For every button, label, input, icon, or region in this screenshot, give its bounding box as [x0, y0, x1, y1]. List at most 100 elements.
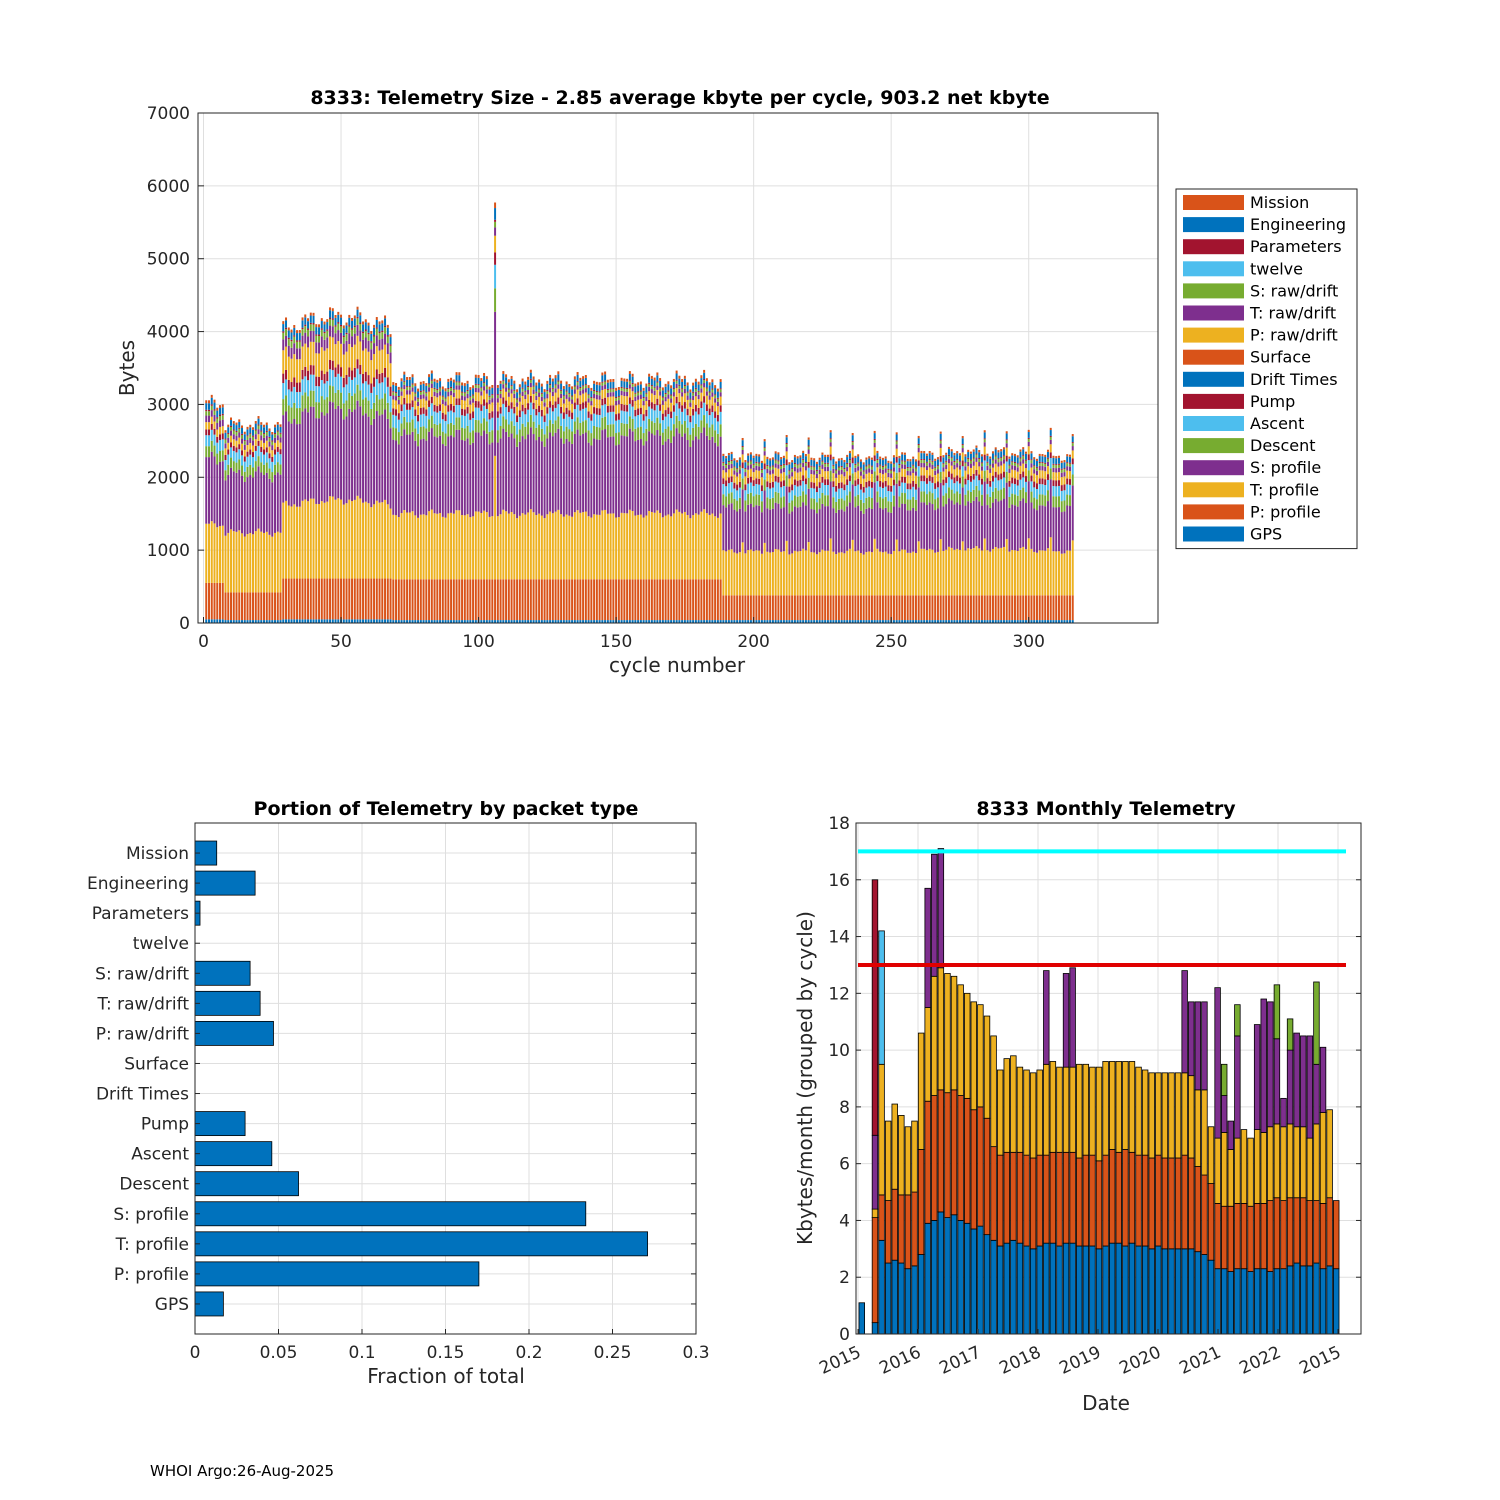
cycle-bar-segment: [738, 595, 741, 621]
cycle-bar-segment: [403, 579, 406, 621]
cycle-bar-segment: [370, 341, 373, 343]
cycle-bar-segment: [1030, 463, 1033, 468]
cycle-bar: [683, 375, 686, 623]
cycle-bar-segment: [414, 383, 417, 387]
cycle-bar-segment: [436, 382, 439, 389]
cycle-bar-segment: [686, 385, 689, 392]
cycle-bar-segment: [956, 451, 959, 454]
cycle-bar-segment: [576, 381, 579, 383]
cycle-bar-segment: [771, 552, 774, 596]
cycle-bar-segment: [857, 463, 860, 467]
cycle-bar-segment: [975, 485, 978, 497]
cycle-bar-segment: [524, 514, 527, 580]
cycle-bar-segment: [934, 483, 937, 489]
cycle-bar-segment: [802, 620, 805, 623]
cycle-bar-segment: [455, 375, 458, 382]
cycle-bar-segment: [604, 371, 607, 375]
cycle-bar-segment: [370, 360, 373, 384]
cycle-bar-segment: [747, 483, 750, 494]
cycle-bar-segment: [846, 479, 849, 486]
cycle-bar-segment: [502, 428, 505, 510]
cycle-bar-segment: [760, 460, 763, 464]
cycle-bar-segment: [631, 406, 634, 419]
cycle-bar-segment: [469, 517, 472, 580]
cycle-bar-segment: [348, 499, 351, 579]
cycle-bar-segment: [1016, 506, 1019, 551]
cycle-bar-segment: [491, 394, 494, 396]
cycle-bar-segment: [1022, 471, 1025, 478]
cycle-bar-segment: [890, 477, 893, 486]
cycle-bar-segment: [433, 423, 436, 437]
cycle-bar-segment: [560, 620, 563, 623]
cycle-bar-segment: [1049, 620, 1052, 623]
cycle-bar: [356, 306, 359, 623]
cycle-bar-segment: [304, 332, 307, 344]
month-bar: [1207, 1126, 1215, 1335]
cycle-bar-segment: [590, 405, 593, 415]
cycle-bar-segment: [747, 453, 750, 456]
cycle-bar-segment: [892, 464, 895, 468]
cycle-bar-segment: [738, 552, 741, 596]
cycle-bar-segment: [727, 477, 730, 484]
cycle-bar-segment: [782, 620, 785, 623]
cycle-bar-segment: [345, 325, 348, 333]
cycle-bar-segment: [716, 446, 719, 518]
cycle-bar-segment: [593, 514, 596, 580]
cycle-bar-segment: [378, 324, 381, 332]
packet-bar: [194, 960, 251, 986]
cycle-bar-segment: [243, 440, 246, 442]
cycle-bar-segment: [419, 439, 422, 515]
cycle-bar-segment: [653, 422, 656, 436]
cycle-bar-segment: [1066, 470, 1069, 479]
cycle-bar-segment: [854, 620, 857, 623]
cycle-bar-segment: [681, 389, 684, 393]
cycle-bar-segment: [835, 620, 838, 623]
cycle-bar-segment: [441, 516, 444, 580]
cycle-bar-segment: [901, 461, 904, 465]
cycle-bar-segment: [274, 433, 277, 435]
cycle-bar-segment: [364, 348, 367, 372]
cycle-bar-segment: [452, 389, 455, 393]
cycle-bar-segment: [422, 407, 425, 414]
cycle-bar-segment: [697, 381, 700, 385]
cycle-bar-segment: [373, 354, 376, 378]
cycle-bar-segment: [648, 391, 651, 400]
cycle-bar-segment: [1068, 466, 1071, 472]
cycle-bar: [914, 459, 917, 623]
cycle-bar-segment: [529, 369, 532, 373]
cycle-bar-segment: [681, 579, 684, 621]
month-bar-segment: [871, 1208, 879, 1219]
cycle-bar-segment: [318, 402, 321, 419]
cycle-bar-segment: [285, 327, 288, 330]
cycle-bar-segment: [997, 480, 1000, 491]
month-bar: [904, 1126, 912, 1335]
cycle-bar-segment: [254, 592, 257, 621]
cycle-bar-segment: [472, 411, 475, 419]
cycle-bar-segment: [535, 440, 538, 516]
cycle-bar-segment: [1041, 463, 1044, 467]
cycle-bar-segment: [758, 454, 761, 457]
cycle-bar-segment: [342, 578, 345, 620]
cycle-bar: [777, 452, 780, 623]
month-bar-segment: [957, 1220, 964, 1335]
cycle-bar-segment: [1052, 457, 1055, 464]
cycle-bar-segment: [980, 550, 983, 596]
cycle-bar-segment: [972, 500, 975, 549]
cycle-bar-segment: [598, 579, 601, 621]
cycle-bar-segment: [978, 450, 981, 453]
cycle-bar-segment: [529, 395, 532, 403]
cycle-bar-segment: [755, 494, 758, 506]
cycle-bar-segment: [612, 392, 615, 397]
cycle-bar-segment: [667, 414, 670, 427]
cycle-bar-segment: [279, 620, 282, 623]
cycle-bar-segment: [356, 309, 359, 317]
cycle-bar: [331, 308, 334, 623]
month-bar: [990, 1035, 997, 1335]
cycle-bar-segment: [276, 592, 279, 621]
cycle-bar-segment: [736, 460, 739, 463]
cycle-bar-segment: [521, 387, 524, 389]
cycle-bar-segment: [934, 460, 937, 467]
cycle-bar-segment: [403, 510, 406, 580]
cycle-bar-segment: [725, 468, 728, 473]
cycle-bar: [263, 424, 266, 623]
